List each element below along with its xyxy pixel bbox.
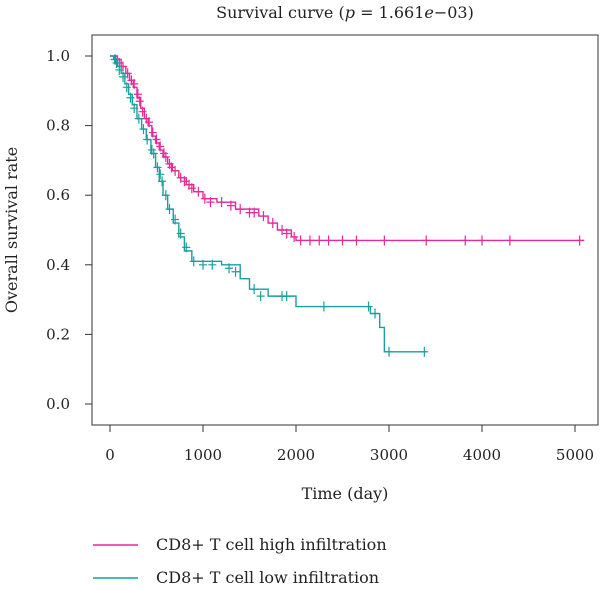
censor-mark <box>115 64 124 75</box>
x-axis: 0 1000 2000 3000 4000 5000 <box>105 424 594 464</box>
censor-mark <box>148 127 157 138</box>
censor-mark <box>226 200 235 211</box>
censor-mark <box>165 204 174 215</box>
censor-mark <box>134 113 143 124</box>
censor-mark <box>315 235 324 246</box>
censor-mark <box>422 235 431 246</box>
censor-mark <box>225 263 234 274</box>
censor-mark <box>236 204 245 215</box>
censor-mark <box>139 124 148 135</box>
censor-mark <box>199 259 207 270</box>
censor-mark <box>461 235 470 246</box>
censor-mark <box>187 183 196 194</box>
censor-mark <box>282 291 291 302</box>
y-tick-label: 0.6 <box>46 186 70 204</box>
censor-mark <box>319 301 328 312</box>
censor-mark <box>138 106 147 117</box>
survival-curve <box>110 55 427 353</box>
title-value: = 1.661 <box>355 3 424 22</box>
censor-mark <box>133 89 142 100</box>
censor-mark <box>194 186 203 197</box>
chart-title: Survival curve (p = 1.661e−03) <box>216 3 474 22</box>
censor-mark <box>145 117 154 128</box>
censor-mark <box>324 235 333 246</box>
series-high <box>110 54 585 246</box>
censor-mark <box>259 211 268 222</box>
y-axis-label: Overall survival rate <box>2 147 21 313</box>
censor-mark <box>217 197 226 208</box>
x-tick-label: 3000 <box>370 446 408 464</box>
censor-mark <box>364 301 373 312</box>
censor-mark <box>385 346 393 357</box>
y-tick-label: 0.4 <box>46 256 70 274</box>
censor-mark <box>161 151 170 162</box>
censor-mark <box>180 176 189 187</box>
censor-mark <box>112 57 121 68</box>
censor-mark <box>130 78 139 89</box>
plot-frame <box>91 34 599 426</box>
survival-curve <box>110 55 585 242</box>
censor-mark <box>200 193 209 204</box>
censor-mark <box>208 259 217 270</box>
censor-mark <box>135 96 144 107</box>
censor-mark <box>575 235 584 246</box>
censor-mark <box>290 231 299 242</box>
censor-mark <box>156 169 165 180</box>
x-tick-label: 2000 <box>277 446 315 464</box>
censor-mark <box>352 235 361 246</box>
censor-mark <box>268 218 277 229</box>
censor-mark <box>250 284 259 295</box>
x-tick-label: 1000 <box>184 446 222 464</box>
censor-mark <box>126 92 135 103</box>
censor-mark <box>122 82 131 93</box>
y-tick-label: 0.0 <box>46 395 70 413</box>
censor-mark <box>171 214 180 225</box>
censor-mark <box>189 256 198 267</box>
legend: CD8+ T cell high infiltration CD8+ T cel… <box>93 535 387 587</box>
series-layer <box>110 54 585 357</box>
censor-mark <box>250 207 259 218</box>
censor-mark <box>305 235 314 246</box>
censor-mark <box>161 190 170 201</box>
x-tick-label: 5000 <box>556 446 594 464</box>
censor-mark <box>119 71 128 82</box>
censor-mark <box>149 148 158 159</box>
x-tick-label: 0 <box>105 446 115 464</box>
censor-mark <box>296 235 305 246</box>
censor-mark <box>171 165 180 176</box>
y-tick-label: 0.8 <box>46 117 70 135</box>
censor-mark <box>158 176 167 187</box>
title-p: p <box>345 3 355 22</box>
censor-mark <box>371 308 380 319</box>
legend-label-low: CD8+ T cell low infiltration <box>156 568 379 587</box>
censor-mark <box>278 225 287 235</box>
censor-mark <box>130 103 139 114</box>
y-axis: 0.0 0.2 0.4 0.6 0.8 1.0 <box>46 47 93 413</box>
censor-mark <box>153 162 162 173</box>
censor-mark <box>231 266 240 277</box>
censor-mark <box>380 235 389 246</box>
censor-mark <box>176 228 185 239</box>
title-exponent: −03) <box>434 3 474 22</box>
y-tick-label: 1.0 <box>46 47 70 65</box>
x-axis-label: Time (day) <box>302 484 389 503</box>
x-tick-label: 4000 <box>463 446 501 464</box>
censor-mark <box>143 134 152 145</box>
y-tick-label: 0.2 <box>46 325 70 343</box>
censor-mark <box>156 141 165 152</box>
censor-mark <box>256 291 265 302</box>
censor-mark <box>282 228 291 239</box>
censor-mark <box>152 134 161 145</box>
series-low <box>110 54 429 357</box>
legend-label-high: CD8+ T cell high infiltration <box>156 535 387 554</box>
censor-mark <box>478 235 486 246</box>
censor-mark <box>338 235 347 246</box>
title-e: e <box>424 3 433 22</box>
censor-mark <box>420 346 429 357</box>
censor-mark <box>505 235 514 246</box>
censor-mark <box>182 242 191 253</box>
title-prefix: Survival curve ( <box>216 3 345 22</box>
censor-mark <box>206 197 215 208</box>
